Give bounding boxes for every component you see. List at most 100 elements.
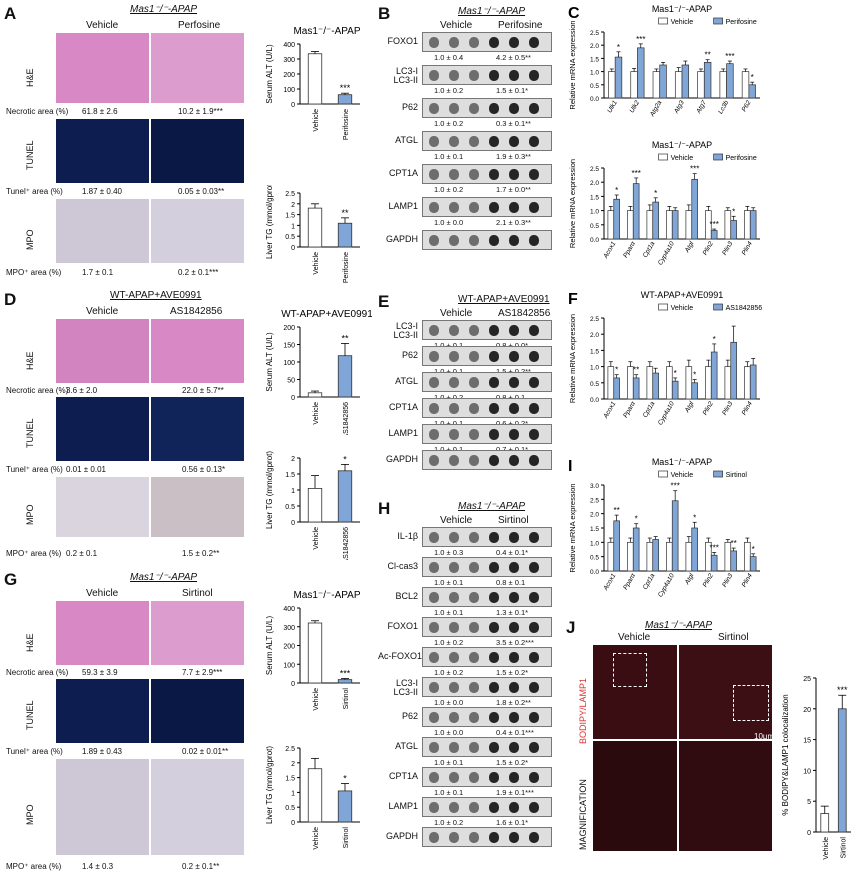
- blot-quant-treatment: 1.5 ± 0.1*: [496, 86, 529, 95]
- bar: [613, 520, 620, 572]
- bar: [749, 210, 757, 240]
- panel-label-G: G: [4, 570, 18, 589]
- tunel-image-treatment: [150, 396, 245, 462]
- blot-band: [489, 455, 499, 466]
- blot-quant-treatment: 1.5 ± 0.2**: [496, 367, 531, 376]
- bar-chart-svg: Mas1⁻/⁻-APAP Serum ALT (U/L) 0 100 200 300 400…: [265, 26, 361, 140]
- blot-band: [449, 325, 459, 336]
- bar: [632, 183, 640, 240]
- mpo-vehicle: 0.2 ± 0.1: [66, 549, 98, 558]
- blot-band: [449, 742, 459, 753]
- blot-quant-treatment: 1.9 ± 0.1***: [496, 788, 534, 797]
- blot-band: [429, 429, 439, 440]
- blot-col-vehicle: Vehicle: [440, 515, 473, 526]
- blot-gene-label: GAPDH: [385, 234, 418, 244]
- y-tick-label: 1.0: [590, 209, 599, 216]
- blot-gene-label: ATGL: [395, 135, 418, 145]
- blot-band: [469, 136, 479, 147]
- bodipy-image-treatment: [678, 644, 773, 740]
- bar: [614, 56, 623, 99]
- bar: [307, 768, 323, 823]
- y-tick-label: 100: [283, 662, 295, 669]
- y-tick-label: 0.5: [590, 83, 599, 90]
- he-image-vehicle: [55, 600, 150, 666]
- bar: [671, 500, 679, 572]
- panel-A-col-treat: Perfosine: [178, 20, 221, 31]
- blot-gene-label: IL-1β: [397, 531, 418, 541]
- row-label-tunel: TUNEL: [25, 700, 35, 730]
- blot-quant-treatment: 0.3 ± 0.1**: [496, 119, 531, 128]
- blot-band: [429, 622, 439, 633]
- y-tick-label: 0.5: [590, 223, 599, 230]
- blot-quant-treatment: 4.2 ± 0.5**: [496, 53, 531, 62]
- blot-quant-treatment: 1.5 ± 0.2*: [496, 758, 529, 767]
- blot-band: [429, 103, 439, 114]
- bar: [608, 71, 616, 99]
- significance-label: *: [615, 186, 618, 195]
- blot-band: [509, 70, 519, 81]
- blot-band: [509, 136, 519, 147]
- blot-gene-label: P62: [401, 711, 418, 721]
- blot-quant-vehicle: 1.0 ± 0.3: [434, 548, 464, 557]
- blot-gene-label: CPT1A: [388, 402, 418, 412]
- legend-swatch: [658, 17, 668, 25]
- x-tick-label: Acox1: [602, 400, 618, 420]
- blot-band-strip: [422, 65, 552, 85]
- bar: [749, 364, 757, 400]
- blot-gene-label: GAPDH: [385, 454, 418, 464]
- x-tick-label: Plin4: [741, 400, 754, 416]
- y-axis-label: % BODIPY&LAMP1 colocalization: [781, 694, 790, 815]
- tunel-label: Tunel⁺ area (%): [6, 465, 63, 474]
- blot-quant-treatment: 0.4 ± 0.1***: [496, 728, 534, 737]
- blot-band: [429, 832, 439, 843]
- bar-chart-svg: % BODIPY&LAMP1 colocalization 0 5 10 15 20 25 V…: [781, 676, 851, 860]
- blot-band: [529, 652, 539, 663]
- panel-J-col-vehicle: Vehicle: [618, 632, 651, 643]
- blot-band: [469, 403, 479, 414]
- legend-label: Sirtinol: [726, 472, 748, 479]
- blot-band: [449, 103, 459, 114]
- x-tick-label: Atg2a: [648, 99, 663, 118]
- blot-quant-treatment: 0.8 ± 0.1: [496, 393, 525, 402]
- blot-band: [429, 70, 439, 81]
- row-label-mpo: MPO: [25, 229, 35, 250]
- blot-band: [529, 622, 539, 633]
- blot-band: [449, 37, 459, 48]
- blot-band: [449, 403, 459, 414]
- bar: [627, 210, 634, 240]
- blot-band: [469, 103, 479, 114]
- bar: [820, 813, 830, 833]
- blot-band: [529, 455, 539, 466]
- y-tick-label: 200: [283, 325, 295, 332]
- bar-chart-svg: Liver TG (mmol/gprot) 0 0.5 1 1.5 2 2.5 Vehicle…: [265, 181, 360, 283]
- bar: [837, 708, 847, 833]
- bar: [691, 382, 698, 400]
- blot-genotype: Mas1⁻/⁻-APAP: [458, 501, 526, 512]
- y-axis-label: Relative mRNA expression: [568, 483, 577, 572]
- blot-panel-E: E WT-APAP+AVE0991 Vehicle AS1842856 LC3-I LC…: [378, 288, 558, 478]
- blot-band-strip: [422, 767, 552, 787]
- x-tick-label: Atgl: [683, 400, 695, 415]
- bar: [652, 71, 661, 99]
- bar: [685, 366, 693, 400]
- panel-J-col-treat: Sirtinol: [718, 632, 749, 643]
- blot-band: [469, 532, 479, 543]
- y-tick-label: 2: [291, 202, 295, 209]
- blot-band: [469, 682, 479, 693]
- blot-band: [509, 455, 519, 466]
- blot-band: [489, 103, 499, 114]
- mpo-treat: 0.2 ± 0.1**: [182, 862, 220, 871]
- blot-band: [469, 37, 479, 48]
- bar: [666, 541, 673, 572]
- blot-band: [429, 136, 439, 147]
- mpo-vehicle: 1.4 ± 0.3: [82, 862, 114, 871]
- panel-G-genotype: Mas1⁻/⁻-APAP: [130, 572, 198, 583]
- x-tick-label: Cpt1a: [642, 240, 657, 259]
- blot-band: [489, 235, 499, 246]
- blot-quant-vehicle: 1.0 ± 0.2: [434, 393, 463, 402]
- tunel-image-treatment: [150, 118, 245, 184]
- x-tick-label: Sirtinol: [840, 837, 847, 859]
- blot-quant-vehicle: 1.0 ± 0.2: [434, 638, 464, 647]
- y-tick-label: 300: [283, 57, 295, 64]
- bar: [685, 210, 693, 240]
